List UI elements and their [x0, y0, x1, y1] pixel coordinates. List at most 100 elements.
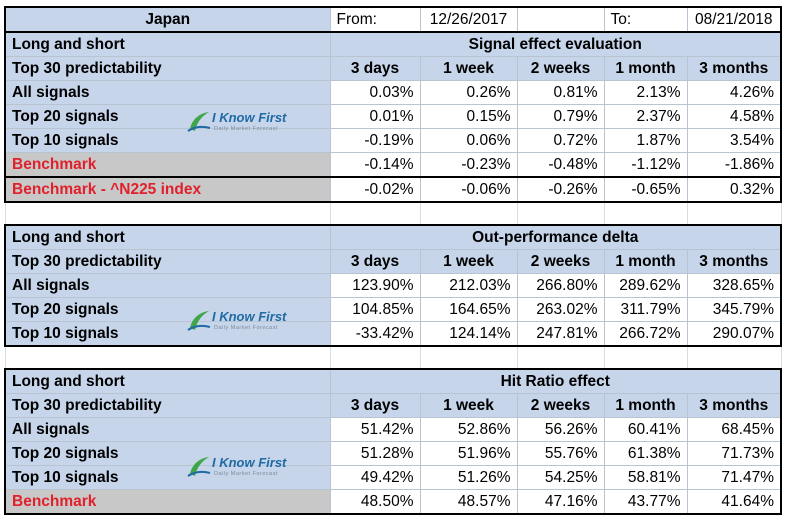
value-cell: 71.47%	[686, 465, 782, 490]
table-row: Top 10 signals 49.42% 51.26% 54.25% 58.8…	[4, 465, 782, 490]
value-cell: 4.58%	[686, 104, 782, 129]
performance-table: Japan From: 12/26/2017 To: 08/21/2018 Lo…	[4, 6, 782, 515]
value-cell: 58.81%	[603, 465, 688, 490]
value-cell: -0.65%	[603, 176, 688, 203]
row-label: Top 20 signals	[4, 441, 331, 466]
value-cell: 0.26%	[419, 80, 518, 105]
from-label: From:	[329, 6, 421, 33]
predictability-label: Top 30 predictability	[4, 56, 331, 81]
value-cell: 2.37%	[603, 104, 688, 129]
table-row: Top 10 signals -0.19% 0.06% 0.72% 1.87% …	[4, 128, 782, 153]
value-cell: 328.65%	[686, 273, 782, 298]
column-header: 3 months	[686, 249, 782, 274]
value-cell: 54.25%	[516, 465, 605, 490]
empty-cell	[516, 6, 605, 33]
value-cell: 41.64%	[686, 489, 782, 515]
column-header: 2 weeks	[516, 249, 605, 274]
value-cell: 0.32%	[686, 176, 782, 203]
value-cell: 164.65%	[419, 297, 518, 322]
to-label: To:	[603, 6, 688, 33]
column-header-row: Top 30 predictability 3 days 1 week 2 we…	[4, 56, 782, 81]
row-label: All signals	[4, 417, 331, 442]
logo-name: I Know First	[212, 110, 287, 125]
column-header-row: Top 30 predictability 3 days 1 week 2 we…	[4, 249, 782, 274]
row-label: Top 10 signals	[4, 321, 331, 347]
value-cell: 71.73%	[686, 441, 782, 466]
column-header: 1 month	[603, 249, 688, 274]
column-header: 1 week	[419, 249, 518, 274]
value-cell: 124.14%	[419, 321, 518, 347]
value-cell: 47.16%	[516, 489, 605, 515]
column-header: 1 week	[419, 393, 518, 418]
row-label: Benchmark - ^N225 index	[4, 176, 331, 203]
iknowfirst-logo: I Know First Daily Market Forecast	[186, 454, 296, 482]
row-label: All signals	[4, 80, 331, 105]
value-cell: -0.06%	[419, 176, 518, 203]
value-cell: 51.28%	[329, 441, 421, 466]
value-cell: 49.42%	[329, 465, 421, 490]
value-cell: 51.42%	[329, 417, 421, 442]
logo-swoosh-icon	[187, 457, 211, 477]
spacer-row	[4, 345, 782, 370]
column-header: 3 months	[686, 56, 782, 81]
value-cell: 289.62%	[603, 273, 688, 298]
value-cell: 43.77%	[603, 489, 688, 515]
value-cell: 51.26%	[419, 465, 518, 490]
value-cell: 48.50%	[329, 489, 421, 515]
logo-swoosh-icon	[187, 311, 211, 331]
value-cell: 0.15%	[419, 104, 518, 129]
logo-tagline: Daily Market Forecast	[214, 126, 278, 132]
predictability-label: Top 30 predictability	[4, 393, 331, 418]
logo-tagline: Daily Market Forecast	[214, 471, 278, 477]
column-header: 1 month	[603, 393, 688, 418]
iknowfirst-logo: I Know First Daily Market Forecast	[186, 109, 296, 137]
value-cell: 48.57%	[419, 489, 518, 515]
value-cell: -1.12%	[603, 152, 688, 178]
value-cell: 266.72%	[603, 321, 688, 347]
column-header: 2 weeks	[516, 393, 605, 418]
value-cell: 56.26%	[516, 417, 605, 442]
value-cell: 0.79%	[516, 104, 605, 129]
value-cell: 3.54%	[686, 128, 782, 153]
value-cell: -0.23%	[419, 152, 518, 178]
section-label: Long and short	[4, 31, 331, 57]
value-cell: 60.41%	[603, 417, 688, 442]
value-cell: 1.87%	[603, 128, 688, 153]
value-cell: -0.02%	[329, 176, 421, 203]
value-cell: 290.07%	[686, 321, 782, 347]
row-label: Top 10 signals	[4, 465, 331, 490]
column-header-row: Top 30 predictability 3 days 1 week 2 we…	[4, 393, 782, 418]
value-cell: 0.03%	[329, 80, 421, 105]
iknowfirst-logo: I Know First Daily Market Forecast	[186, 308, 296, 336]
logo-swoosh-icon	[187, 112, 211, 132]
section-title-row: Long and short Out-performance delta	[4, 224, 782, 250]
value-cell: 2.13%	[603, 80, 688, 105]
section-label: Long and short	[4, 368, 331, 394]
value-cell: 311.79%	[603, 297, 688, 322]
value-cell: -0.26%	[516, 176, 605, 203]
table-row: All signals 51.42% 52.86% 56.26% 60.41% …	[4, 417, 782, 442]
logo-tagline: Daily Market Forecast	[214, 325, 278, 331]
benchmark-row: Benchmark -0.14% -0.23% -0.48% -1.12% -1…	[4, 152, 782, 178]
value-cell: 345.79%	[686, 297, 782, 322]
value-cell: 51.96%	[419, 441, 518, 466]
column-header: 3 days	[329, 56, 421, 81]
benchmark-row: Benchmark 48.50% 48.57% 47.16% 43.77% 41…	[4, 489, 782, 515]
column-header: 3 days	[329, 249, 421, 274]
table-row: All signals 123.90% 212.03% 266.80% 289.…	[4, 273, 782, 298]
logo-name: I Know First	[212, 455, 287, 470]
benchmark-index-row: Benchmark - ^N225 index -0.02% -0.06% -0…	[4, 176, 782, 203]
value-cell: -1.86%	[686, 152, 782, 178]
table-row: Top 20 signals 0.01% 0.15% 0.79% 2.37% 4…	[4, 104, 782, 129]
spacer-row	[4, 201, 782, 226]
column-header: 1 week	[419, 56, 518, 81]
from-date: 12/26/2017	[419, 6, 518, 33]
table-row: Top 20 signals 104.85% 164.65% 263.02% 3…	[4, 297, 782, 322]
row-label: All signals	[4, 273, 331, 298]
table-row: Top 20 signals 51.28% 51.96% 55.76% 61.3…	[4, 441, 782, 466]
value-cell: 123.90%	[329, 273, 421, 298]
value-cell: 263.02%	[516, 297, 605, 322]
value-cell: 61.38%	[603, 441, 688, 466]
predictability-label: Top 30 predictability	[4, 249, 331, 274]
value-cell: 4.26%	[686, 80, 782, 105]
